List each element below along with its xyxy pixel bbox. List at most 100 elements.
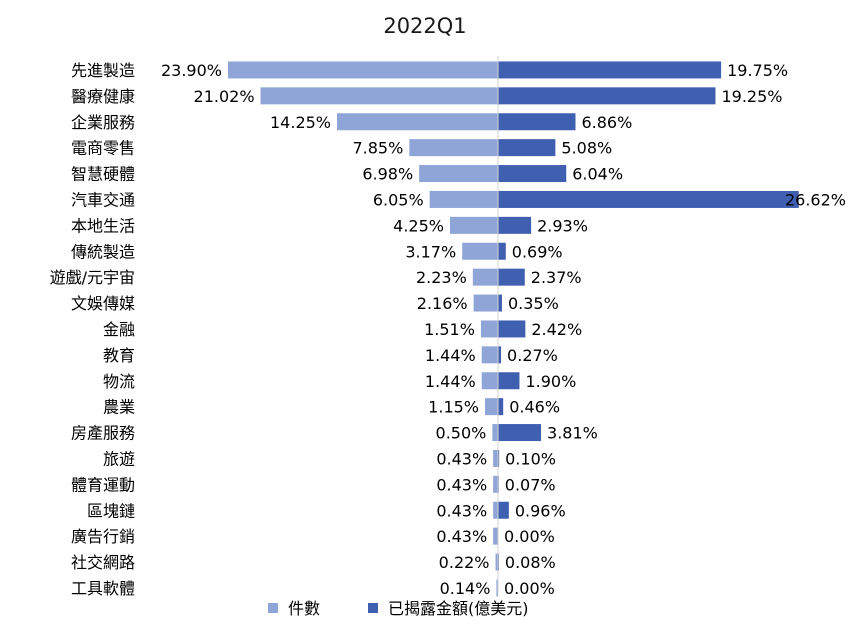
category-label: 傳統製造 xyxy=(71,242,135,261)
bar-amount xyxy=(498,346,502,364)
data-label-amount: 6.04% xyxy=(572,165,623,184)
data-label-count: 21.02% xyxy=(194,87,255,106)
data-label-count: 0.43% xyxy=(436,501,487,520)
bar-count xyxy=(228,61,498,79)
bar-count xyxy=(419,165,498,183)
bar-amount xyxy=(498,190,799,208)
category-label: 物流 xyxy=(103,372,135,391)
data-label-amount: 2.93% xyxy=(537,216,588,235)
bar-count xyxy=(260,87,498,105)
bar-amount xyxy=(498,501,509,519)
data-label-count: 4.25% xyxy=(393,216,444,235)
bar-amount xyxy=(498,294,502,312)
bar-count xyxy=(409,139,498,157)
bar-count xyxy=(495,553,498,571)
category-label: 本地生活 xyxy=(71,216,135,235)
data-label-amount: 1.90% xyxy=(525,372,576,391)
bar-amount xyxy=(498,424,542,442)
data-label-amount: 0.96% xyxy=(515,501,566,520)
category-label: 遊戲/元宇宙 xyxy=(50,268,135,287)
bar-amount xyxy=(498,61,722,79)
bar-count xyxy=(481,372,498,390)
data-label-amount: 0.10% xyxy=(505,449,556,468)
category-label: 廣告行銷 xyxy=(71,527,135,546)
data-label-count: 0.14% xyxy=(440,579,491,598)
category-label: 企業服務 xyxy=(71,113,135,132)
bar-amount xyxy=(498,449,500,467)
bar-count xyxy=(493,449,498,467)
data-label-count: 3.17% xyxy=(405,242,456,261)
data-label-amount: 6.86% xyxy=(581,113,632,132)
bar-count xyxy=(462,242,498,260)
bar-amount xyxy=(498,139,556,157)
bar-count xyxy=(473,294,498,312)
data-label-count: 1.51% xyxy=(424,320,475,339)
bar-amount xyxy=(498,87,716,105)
category-label: 文娛傳媒 xyxy=(71,294,135,313)
bar-amount xyxy=(498,113,576,131)
legend-label-count: 件數 xyxy=(288,599,320,618)
data-label-amount: 0.69% xyxy=(512,242,563,261)
data-label-amount: 19.25% xyxy=(721,87,782,106)
plot-area: 23.90% 19.75% 先進製造 21.02% 19.25% 醫療健康 14.25% 6.… xyxy=(50,61,846,598)
bar-count xyxy=(472,268,498,286)
legend: 件數 已揭露金額(億美元) xyxy=(268,599,529,618)
category-label: 旅遊 xyxy=(103,449,135,468)
bar-amount xyxy=(498,216,532,234)
bar-amount xyxy=(498,165,567,183)
category-label: 體育運動 xyxy=(71,475,135,494)
bar-count xyxy=(481,346,498,364)
data-label-count: 7.85% xyxy=(352,139,403,158)
data-label-amount: 26.62% xyxy=(785,190,846,209)
data-label-amount: 2.37% xyxy=(531,268,582,287)
category-label: 農業 xyxy=(103,398,135,417)
data-label-count: 0.43% xyxy=(436,449,487,468)
category-label: 醫療健康 xyxy=(71,87,135,106)
data-label-count: 6.05% xyxy=(373,190,424,209)
data-label-count: 1.44% xyxy=(425,346,476,365)
category-label: 智慧硬體 xyxy=(71,165,135,184)
bar-count xyxy=(493,475,498,493)
data-label-amount: 5.08% xyxy=(561,139,612,158)
bar-amount xyxy=(498,320,526,338)
data-label-amount: 0.07% xyxy=(505,475,556,494)
category-label: 汽車交通 xyxy=(71,190,135,209)
data-label-count: 0.43% xyxy=(436,527,487,546)
data-label-count: 1.15% xyxy=(428,398,479,417)
bar-count xyxy=(480,320,498,338)
category-label: 電商零售 xyxy=(71,139,135,158)
data-label-amount: 0.08% xyxy=(505,553,556,572)
data-label-amount: 3.81% xyxy=(547,424,598,443)
bar-count xyxy=(493,501,498,519)
data-label-count: 0.43% xyxy=(436,475,487,494)
category-label: 區塊鏈 xyxy=(87,501,135,520)
data-label-count: 2.23% xyxy=(416,268,467,287)
category-label: 工具軟體 xyxy=(71,579,135,598)
category-label: 社交網路 xyxy=(71,553,135,572)
data-label-amount: 0.27% xyxy=(507,346,558,365)
bar-count xyxy=(429,190,498,208)
data-label-count: 0.50% xyxy=(436,424,487,443)
legend-label-amount: 已揭露金額(億美元) xyxy=(388,599,529,618)
bar-amount xyxy=(498,268,525,286)
bar-amount xyxy=(498,398,504,416)
data-label-count: 14.25% xyxy=(270,113,331,132)
bar-amount xyxy=(498,242,506,260)
data-label-amount: 0.35% xyxy=(508,294,559,313)
data-label-amount: 2.42% xyxy=(531,320,582,339)
category-label: 先進製造 xyxy=(71,61,135,80)
data-label-count: 0.22% xyxy=(439,553,490,572)
bar-count xyxy=(449,216,498,234)
legend-swatch-count xyxy=(268,603,278,613)
data-label-count: 1.44% xyxy=(425,372,476,391)
data-label-count: 23.90% xyxy=(161,61,222,80)
data-label-amount: 0.00% xyxy=(504,527,555,546)
data-label-amount: 0.46% xyxy=(509,398,560,417)
bar-count xyxy=(493,527,498,545)
bar-count xyxy=(485,398,498,416)
bar-amount xyxy=(498,372,520,390)
bar-count xyxy=(492,424,498,442)
data-label-amount: 0.00% xyxy=(504,579,555,598)
category-label: 教育 xyxy=(103,346,135,365)
